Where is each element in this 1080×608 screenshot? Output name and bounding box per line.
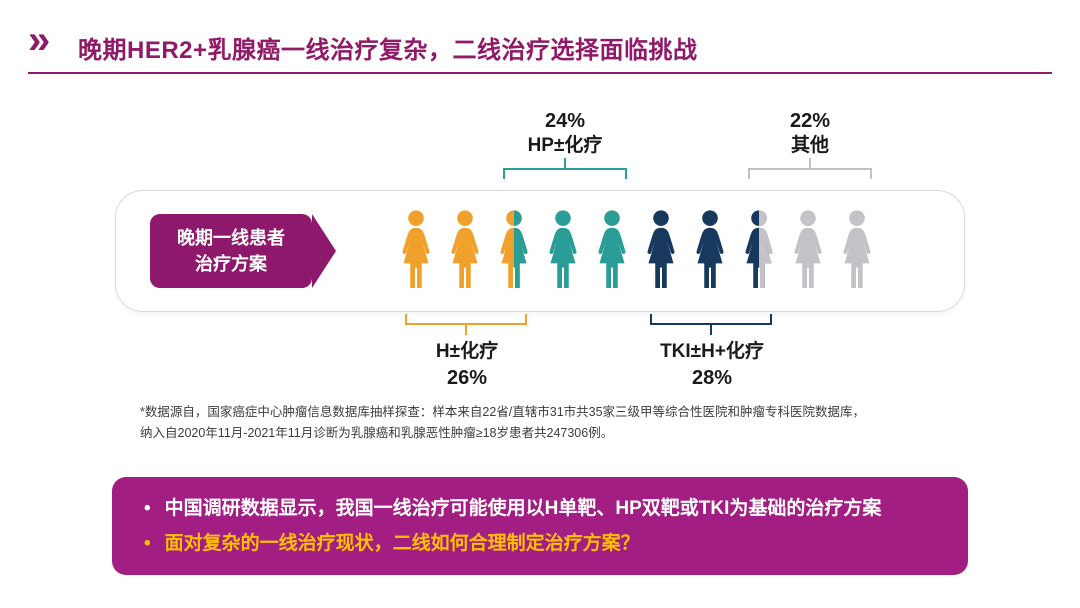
bracket-h-chemo <box>405 314 527 335</box>
bracket-other <box>748 158 872 179</box>
bullet-icon: • <box>144 497 151 519</box>
patient-figure-gray <box>835 205 879 299</box>
patient-figures <box>394 205 879 299</box>
h-percent: 26% <box>446 366 488 389</box>
patient-figure-split-navy-gray <box>737 205 781 299</box>
bullet-icon: • <box>144 532 151 554</box>
double-chevron-icon: » <box>28 18 51 62</box>
bullet-point-2: • 面对复杂的一线治疗现状，二线如何合理制定治疗方案？ <box>144 531 936 557</box>
header-divider <box>28 72 1052 74</box>
hp-percent: 24% <box>544 110 586 132</box>
annotation-other: 22% 其他 <box>735 108 885 159</box>
bullet-point-1: • 中国调研数据显示，我国一线治疗可能使用以H单靶、HP双靶或TKI为基础的治疗… <box>144 496 936 522</box>
first-line-patients-label: 晚期一线患者 治疗方案 <box>150 214 312 288</box>
bullet-text-1: 中国调研数据显示，我国一线治疗可能使用以H单靶、HP双靶或TKI为基础的治疗方案 <box>164 497 882 519</box>
annotation-tki: TKI±H+化疗 28% <box>637 340 787 391</box>
tki-label: TKI±H+化疗 <box>660 341 764 362</box>
footnote-line1: *数据源自，国家癌症中心肿瘤信息数据库抽样探查：样本来自22省/直辖市31市共3… <box>140 405 866 419</box>
bullet-text-2: 面对复杂的一线治疗现状，二线如何合理制定治疗方案？ <box>164 532 640 554</box>
bracket-tki <box>650 314 772 335</box>
patient-figure-orange <box>443 205 487 299</box>
other-label: 其他 <box>790 135 829 156</box>
patient-figure-orange <box>394 205 438 299</box>
patient-figure-gray <box>786 205 830 299</box>
label-line1: 晚期一线患者 <box>177 227 285 248</box>
footnote-line2: 纳入自2020年11月-2021年11月诊断为乳腺癌和乳腺恶性肿瘤≥18岁患者共… <box>140 425 614 440</box>
patient-figure-split-orange-teal <box>492 205 536 299</box>
page-title: 晚期HER2+乳腺癌一线治疗复杂，二线治疗选择面临挑战 <box>78 37 698 64</box>
hp-label: HP±化疗 <box>527 135 603 156</box>
patient-figure-navy <box>639 205 683 299</box>
footnote: *数据源自，国家癌症中心肿瘤信息数据库抽样探查：样本来自22省/直辖市31市共3… <box>140 402 960 443</box>
patients-pill-container: 晚期一线患者 治疗方案 <box>115 190 965 312</box>
tki-percent: 28% <box>691 366 733 389</box>
summary-box: • 中国调研数据显示，我国一线治疗可能使用以H单靶、HP双靶或TKI为基础的治疗… <box>112 477 968 575</box>
patient-figure-teal <box>590 205 634 299</box>
other-percent: 22% <box>789 110 831 132</box>
h-label: H±化疗 <box>435 341 499 362</box>
label-line2: 治疗方案 <box>195 254 267 274</box>
annotation-hp-chemo: 24% HP±化疗 <box>490 108 640 159</box>
bracket-hp-chemo <box>503 158 627 179</box>
annotation-h-chemo: H±化疗 26% <box>392 340 542 391</box>
patient-figure-navy <box>688 205 732 299</box>
patient-figure-teal <box>541 205 585 299</box>
